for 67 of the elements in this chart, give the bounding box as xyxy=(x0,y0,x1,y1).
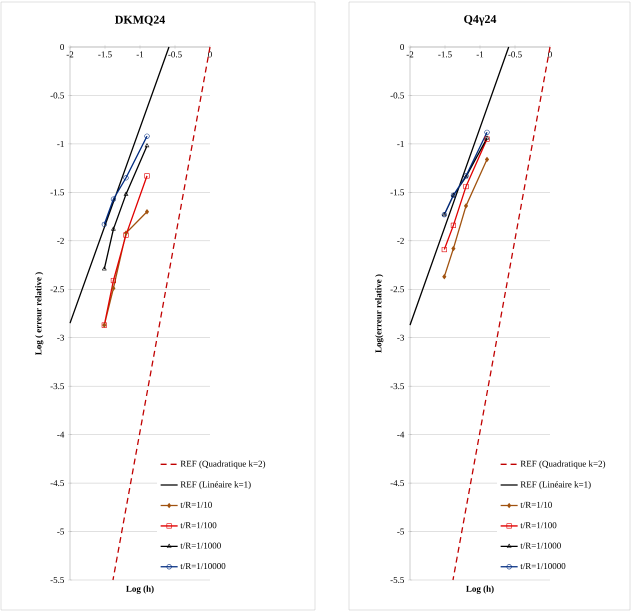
legend-label: t/R=1/1000 xyxy=(180,542,221,549)
y-tick-label: -3.5 xyxy=(390,383,404,390)
point xyxy=(110,196,116,202)
y-tick-label: 0 xyxy=(60,44,64,50)
y-tick-label: -1.5 xyxy=(390,189,404,196)
y-tick-label: -2 xyxy=(57,238,64,244)
legend-label: t/R=1/100 xyxy=(520,522,556,528)
point xyxy=(442,274,446,280)
legend-label: REF (Quadratique k=2) xyxy=(180,460,266,469)
point xyxy=(144,209,150,214)
x-tick-label: -2 xyxy=(66,51,74,58)
point xyxy=(450,222,456,228)
y-tick-label: -2.5 xyxy=(50,286,64,292)
point xyxy=(111,286,116,291)
point xyxy=(484,156,490,162)
y-tick-label: -5.5 xyxy=(50,576,64,583)
legend-label: REF (Quadratique k=2) xyxy=(520,460,606,469)
y-tick-label: -4 xyxy=(57,432,64,438)
x-tick-label: 0 xyxy=(548,51,552,58)
y-tick-label: -2.5 xyxy=(390,286,404,292)
point xyxy=(144,173,150,178)
legend-label: t/R=1/100 xyxy=(180,522,216,528)
y-tick-label: -3.5 xyxy=(50,383,64,390)
y-tick-label: -2 xyxy=(397,238,404,244)
x-axis-title: Log (h) xyxy=(126,586,154,594)
legend-label: t/R=1/10000 xyxy=(180,563,226,570)
x-tick-label: -1 xyxy=(476,51,484,58)
legend-label: t/R=1/1000 xyxy=(520,542,561,549)
point xyxy=(124,192,128,196)
y-tick-label: -1.5 xyxy=(50,189,64,196)
y-tick-label: -0.5 xyxy=(390,92,404,98)
point xyxy=(123,175,129,180)
point xyxy=(442,246,447,252)
x-tick-label: -1.5 xyxy=(98,51,112,58)
y-tick-label: -4.5 xyxy=(50,480,64,486)
chart-title: DKMQ24 xyxy=(114,16,166,26)
x-tick-label: -1 xyxy=(136,51,144,58)
y-tick-label: -4 xyxy=(397,432,404,438)
y-tick-label: -4.5 xyxy=(390,480,404,486)
point xyxy=(451,246,456,252)
y-tick-label: -5 xyxy=(57,528,64,535)
point xyxy=(110,278,116,284)
y-axis-title: Log ( erreur relative ) xyxy=(35,272,44,356)
y-tick-label: 0 xyxy=(400,44,404,50)
y-tick-label: -3 xyxy=(397,334,404,341)
point xyxy=(111,226,116,231)
point xyxy=(464,203,468,209)
y-tick-label: -1 xyxy=(57,140,64,147)
y-tick-label: -5.5 xyxy=(390,576,404,583)
x-tick-label: -2 xyxy=(406,51,414,58)
x-tick-label: 0 xyxy=(208,51,212,58)
x-axis-title: Log (h) xyxy=(466,586,494,594)
y-tick-label: -5 xyxy=(397,528,404,535)
legend-label: t/R=1/10 xyxy=(180,502,212,508)
y-tick-label: -0.5 xyxy=(50,92,64,98)
legend-label: t/R=1/10 xyxy=(520,502,552,508)
y-axis-title: Log(erreur relative ) xyxy=(375,274,384,353)
chart-title: Q4γ24 xyxy=(464,15,496,26)
x-tick-label: -1.5 xyxy=(438,51,452,58)
x-tick-label: -0.5 xyxy=(168,51,182,58)
legend-label: t/R=1/10000 xyxy=(520,563,566,570)
legend-label: REF (Linéaire k=1) xyxy=(180,481,251,490)
point xyxy=(463,184,469,190)
x-tick-label: -0.5 xyxy=(508,51,522,58)
y-tick-label: -3 xyxy=(57,334,64,341)
legend-label: REF (Linéaire k=1) xyxy=(520,481,591,490)
y-tick-label: -1 xyxy=(397,140,404,147)
